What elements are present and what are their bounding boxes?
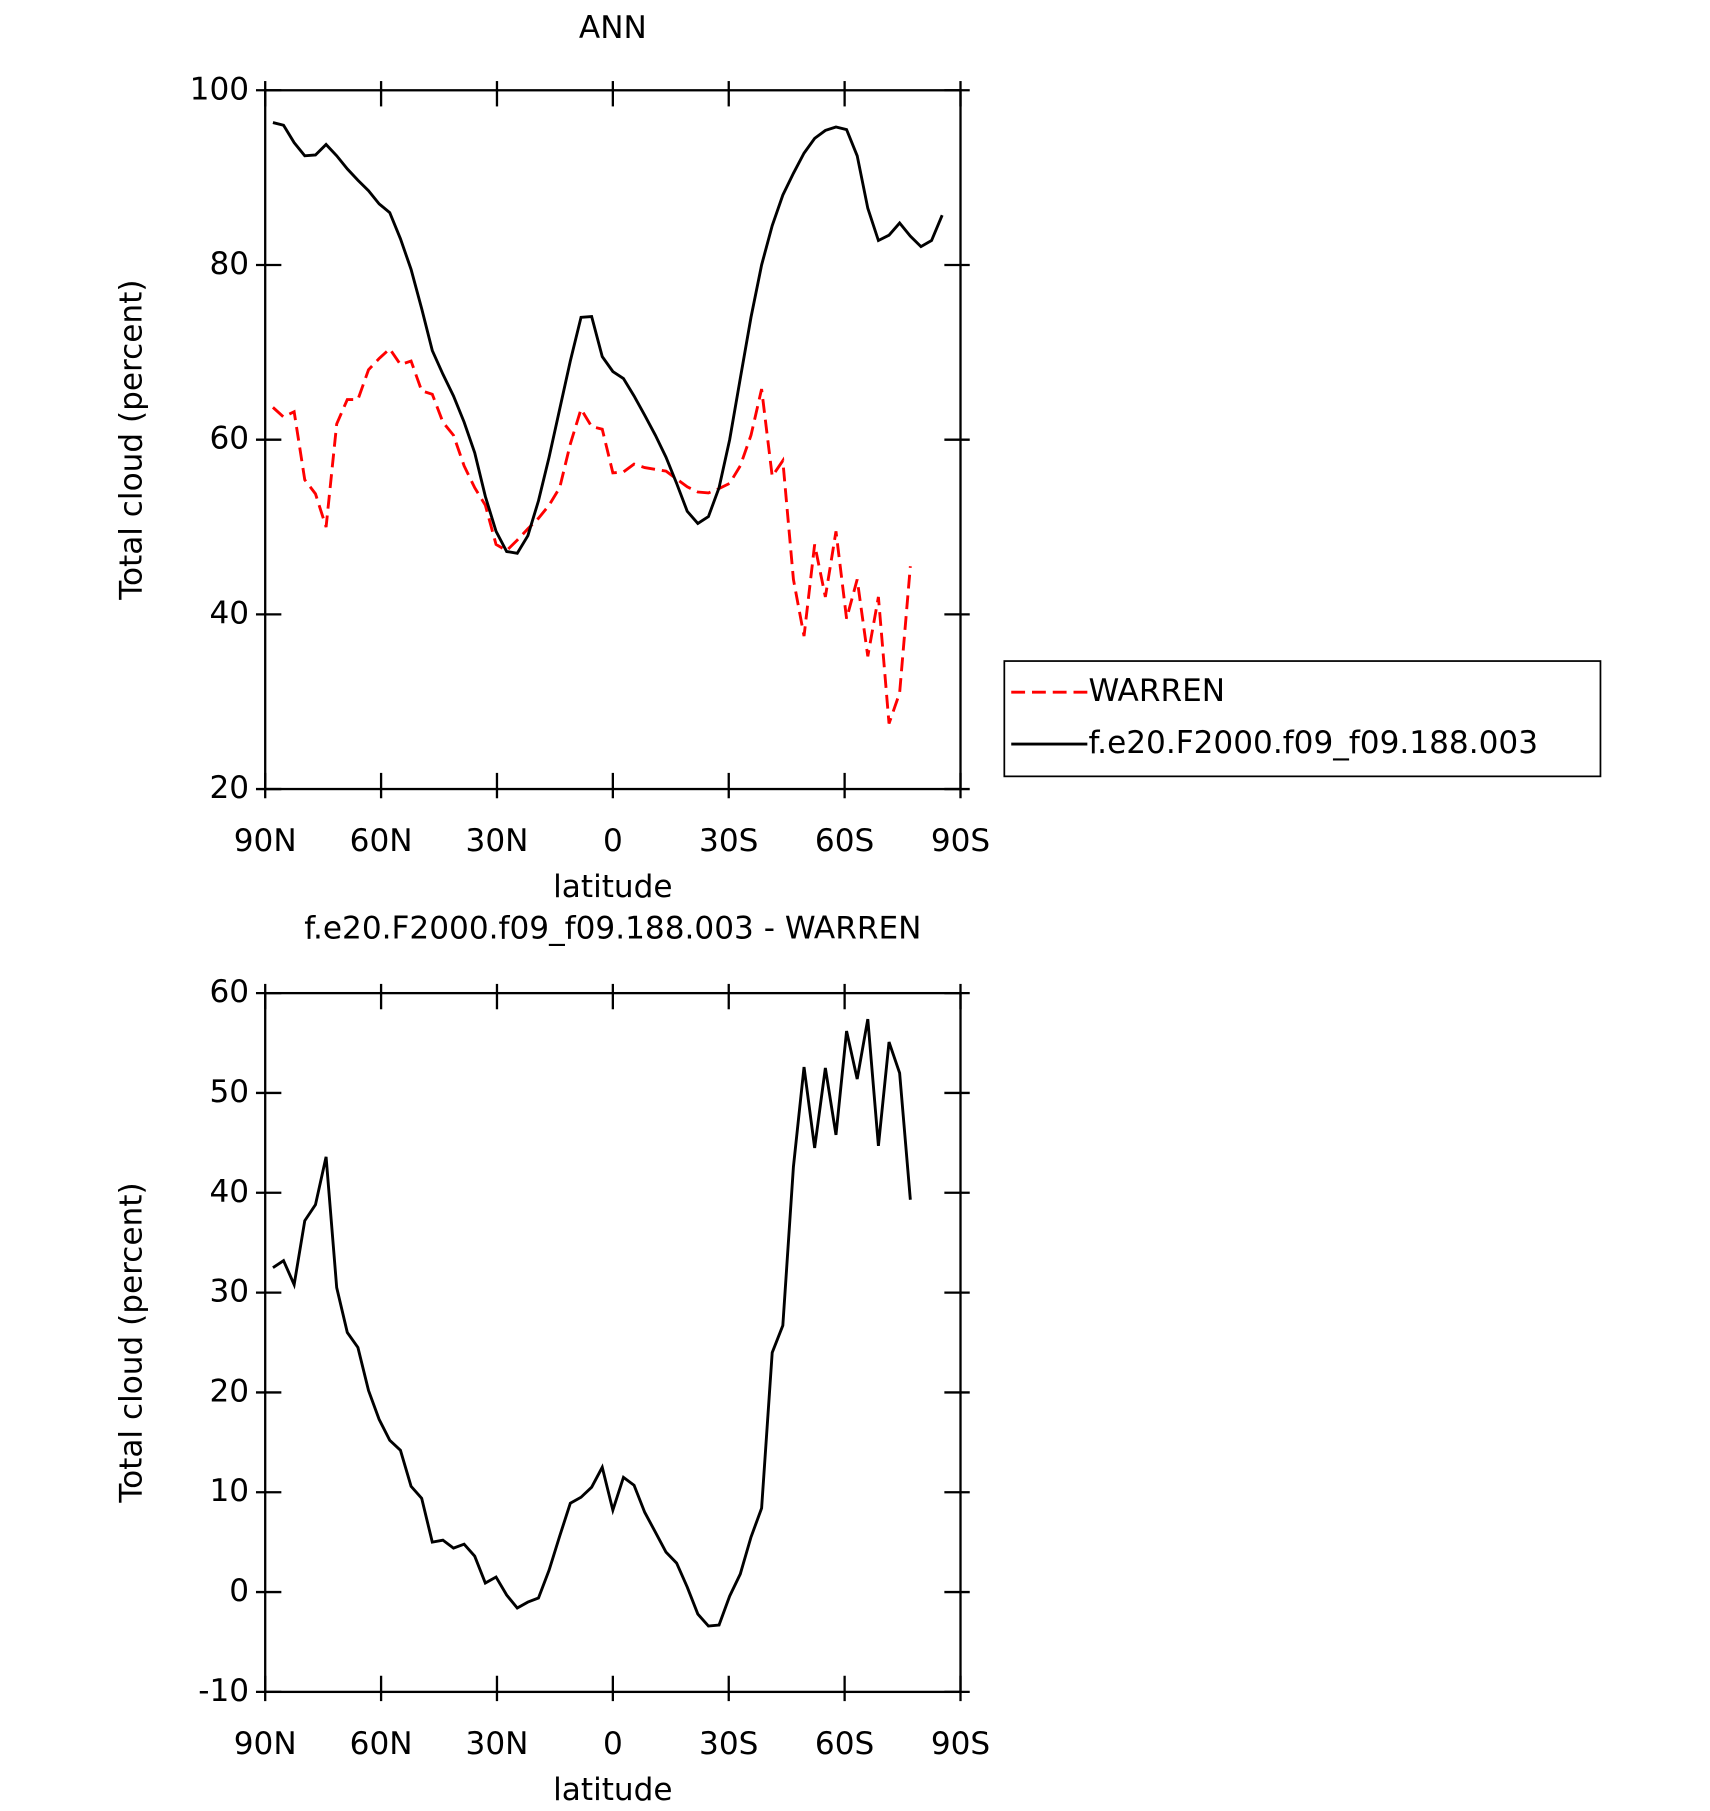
x-tick-label: 90S	[931, 1726, 990, 1762]
plot-frame	[264, 89, 962, 791]
y-tick-label: 0	[229, 1573, 249, 1609]
y-tick-label: 50	[209, 1074, 249, 1110]
y-tick-label: 60	[209, 421, 249, 457]
chart-title: f.e20.F2000.f09_f09.188.003 - WARREN	[304, 911, 921, 947]
y-tick-label: -10	[198, 1673, 249, 1709]
y-tick-label: 30	[209, 1274, 249, 1310]
x-tick-label: 60N	[350, 823, 413, 859]
data-line	[272, 1018, 912, 1628]
legend-box	[1003, 660, 1602, 778]
y-tick-label: 20	[209, 1373, 249, 1409]
x-tick-label: 60S	[815, 1726, 874, 1762]
x-tick-label: 60S	[815, 823, 874, 859]
data-line	[272, 121, 944, 555]
x-tick-label: 30S	[699, 1726, 758, 1762]
y-tick-label: 20	[209, 770, 249, 806]
y-axis-label: Total cloud (percent)	[114, 1182, 150, 1503]
y-tick-label: 40	[209, 1174, 249, 1210]
y-tick-label: 80	[209, 246, 249, 282]
x-axis-label: latitude	[553, 869, 672, 905]
x-tick-label: 60N	[350, 1726, 413, 1762]
x-tick-label: 30N	[466, 823, 529, 859]
legend-label: f.e20.F2000.f09_f09.188.003	[1088, 725, 1538, 761]
x-tick-label: 90N	[234, 823, 297, 859]
chart-title: ANN	[579, 10, 647, 46]
x-tick-label: 30S	[699, 823, 758, 859]
data-line	[271, 346, 912, 725]
y-tick-label: 60	[209, 974, 249, 1010]
legend-label: WARREN	[1088, 673, 1225, 709]
y-tick-label: 10	[209, 1473, 249, 1509]
x-axis-label: latitude	[553, 1772, 672, 1808]
y-tick-label: 100	[190, 71, 249, 107]
x-tick-label: 90N	[234, 1726, 297, 1762]
x-tick-label: 30N	[466, 1726, 529, 1762]
x-tick-label: 90S	[931, 823, 990, 859]
y-axis-label: Total cloud (percent)	[114, 280, 150, 601]
x-tick-label: 0	[603, 1726, 623, 1762]
x-tick-label: 0	[603, 823, 623, 859]
plot-frame	[264, 991, 962, 1694]
y-tick-label: 40	[209, 595, 249, 631]
